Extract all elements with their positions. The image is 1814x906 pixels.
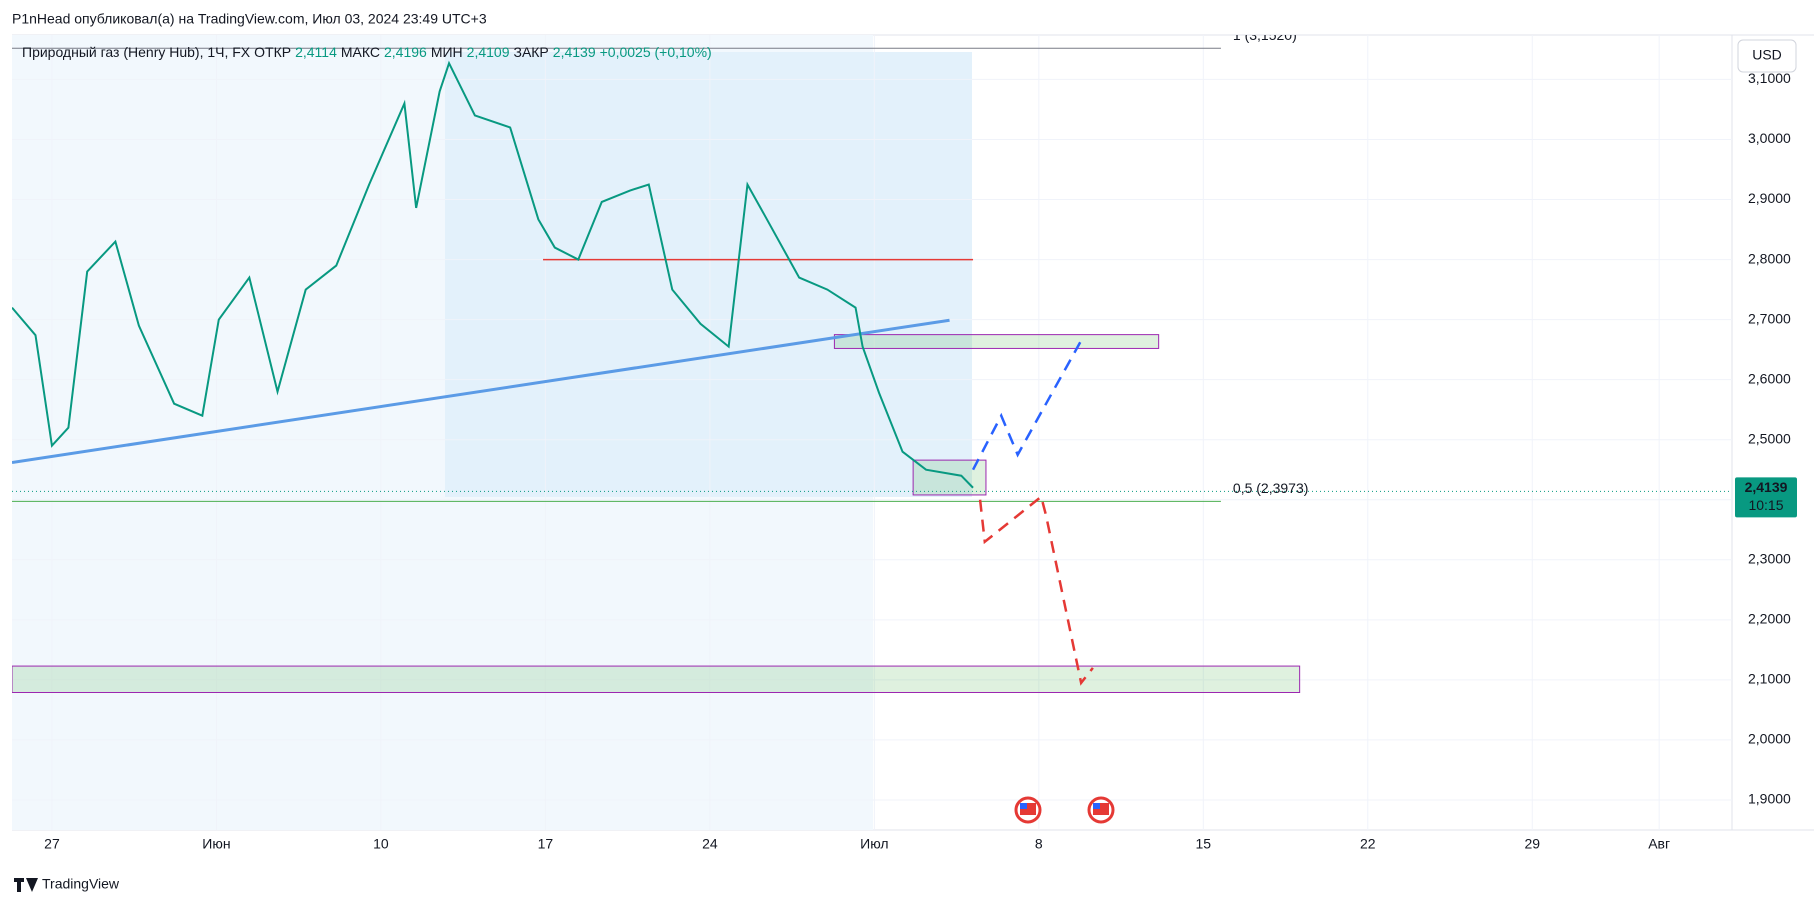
y-tick-label: 2,2000 (1748, 611, 1791, 627)
footer: TradingView (42, 876, 120, 892)
low-value: 2,4109 (466, 44, 510, 60)
x-tick-label: Июн (202, 836, 230, 852)
open-value: 2,4114 (295, 44, 337, 60)
x-tick-label: Авг (1648, 836, 1670, 852)
y-tick-label: 2,6000 (1748, 370, 1791, 386)
currency-button[interactable] (1737, 39, 1797, 73)
projection (978, 494, 1094, 686)
footer-logo (14, 878, 38, 892)
header: P1nHead опубликовал(а) на TradingView.co… (12, 11, 487, 27)
y-tick-label: 2,9000 (1748, 190, 1791, 206)
y-tick-label: 2,7000 (1748, 310, 1791, 326)
event-icons (1014, 796, 1115, 824)
zone (833, 334, 1160, 349)
y-tick-label: 2,1000 (1748, 671, 1791, 687)
close-value: 2,4139 (552, 44, 596, 60)
y-tick-label: 2,5000 (1748, 430, 1791, 446)
x-tick-label: 24 (702, 836, 718, 852)
high-label: МАКС (340, 44, 380, 60)
countdown: 10:15 (1748, 497, 1783, 513)
zone (12, 665, 1301, 693)
x-tick-label: 10 (373, 836, 389, 852)
y-tick-label: 2,8000 (1748, 250, 1791, 266)
close-label: ЗАКР (513, 44, 549, 60)
price-line (12, 60, 974, 489)
plot-area: 1 (3,1520) 0,5 (2,3973) (12, 27, 1732, 830)
high-value: 2,4196 (383, 44, 427, 60)
symbol: Природный газ (Henry Hub), 1Ч, FX (22, 44, 251, 60)
y-tick-label: 3,1000 (1748, 70, 1791, 86)
x-tick-label: 29 (1524, 836, 1540, 852)
x-tick-label: 8 (1035, 836, 1043, 852)
x-tick-label: Июл (860, 836, 888, 852)
legend: Природный газ (Henry Hub), 1Ч, FX ОТКР 2,… (22, 44, 712, 60)
open-label: ОТКР (254, 44, 292, 60)
y-tick-label: 1,9000 (1748, 791, 1791, 807)
last-price-label: 2,4139 (1745, 479, 1788, 495)
profile-shade (445, 52, 972, 497)
trendline (12, 318, 950, 465)
x-tick-label: 22 (1360, 836, 1376, 852)
change: +0,0025 (+0,10%) (599, 44, 712, 60)
y-tick-label: 2,0000 (1748, 731, 1791, 747)
x-tick-label: 27 (44, 836, 60, 852)
y-tick-label: 2,3000 (1748, 550, 1791, 566)
currency-label[interactable]: USD (1752, 47, 1782, 63)
projection (971, 340, 1083, 471)
low-label: МИН (430, 44, 463, 60)
fib-label: 0,5 (2,3973) (1233, 480, 1309, 496)
y-tick-label: 3,0000 (1748, 130, 1791, 146)
fib-label: 1 (3,1520) (1233, 27, 1297, 43)
last-price-box (1735, 477, 1797, 518)
x-tick-label: 17 (538, 836, 554, 852)
x-tick-label: 15 (1196, 836, 1212, 852)
